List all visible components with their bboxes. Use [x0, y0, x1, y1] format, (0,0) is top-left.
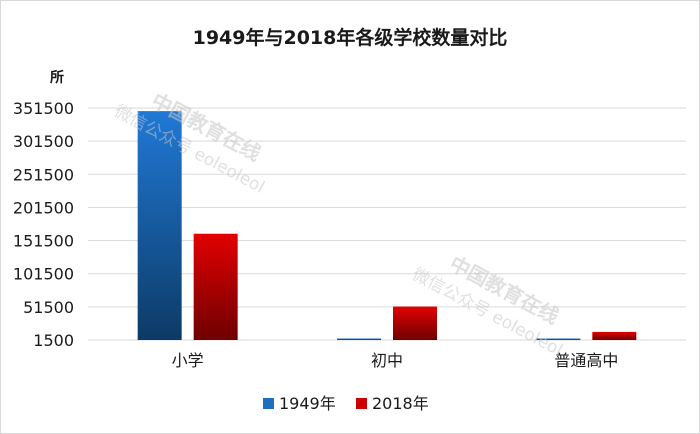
- x-axis-categories: 小学 初中 普通高中: [172, 351, 619, 370]
- bars: [137, 111, 637, 341]
- y-tick-label: 201500: [13, 198, 74, 217]
- y-tick-label: 101500: [13, 265, 74, 284]
- y-tick-label: 151500: [13, 232, 74, 251]
- bar-2018年-普通高中: [592, 331, 637, 340]
- y-tick-label: 301500: [13, 132, 74, 151]
- bar-2018年-初中: [393, 306, 437, 340]
- y-axis-ticks: 1500 51500 101500 151500 201500 251500 301500 3…: [13, 99, 74, 350]
- bar-1949年-小学: [137, 111, 182, 341]
- gridlines: [88, 107, 686, 341]
- legend-label-2018: 2018年: [372, 394, 429, 413]
- bar-1949年-初中: [337, 338, 381, 340]
- legend-swatch-1949: [263, 398, 274, 409]
- legend-label-1949: 1949年: [279, 394, 336, 413]
- x-category-label: 普通高中: [554, 351, 618, 370]
- legend: 1949年 2018年: [263, 394, 429, 413]
- x-category-label: 小学: [172, 351, 204, 370]
- y-tick-label: 1500: [33, 331, 74, 350]
- y-tick-label: 351500: [13, 99, 74, 118]
- y-tick-label: 51500: [23, 298, 74, 317]
- chart-title: 1949年与2018年各级学校数量对比: [193, 26, 508, 49]
- bar-1949年-普通高中: [536, 338, 581, 340]
- y-tick-label: 251500: [13, 165, 74, 184]
- x-category-label: 初中: [371, 351, 403, 370]
- y-axis-unit: 所: [50, 69, 64, 86]
- legend-swatch-2018: [356, 398, 367, 409]
- bar-2018年-小学: [193, 233, 238, 340]
